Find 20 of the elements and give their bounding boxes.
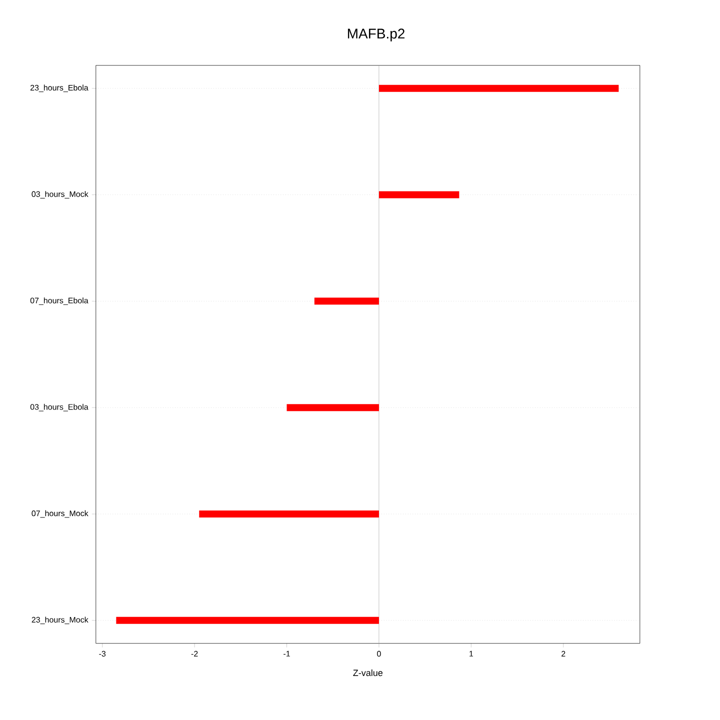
- y-tick-label: 23_hours_Mock: [32, 616, 88, 624]
- x-tick-label: 2: [562, 650, 566, 657]
- bar: [116, 616, 379, 624]
- x-tick-label: -2: [191, 650, 198, 657]
- bar: [286, 404, 379, 412]
- bar: [378, 191, 460, 198]
- x-tick-label: -1: [284, 650, 290, 656]
- x-tick-label: -3: [99, 650, 106, 657]
- y-tick-label: 23_hours_Ebola: [30, 84, 88, 92]
- y-tick-label: 07_hours_Ebola: [30, 297, 88, 305]
- x-tick-label: 0: [377, 650, 381, 657]
- y-tick-label: 03_hours_Mock: [32, 191, 88, 198]
- y-tick-label: 03_hours_Ebola: [30, 404, 88, 412]
- bar: [378, 84, 619, 92]
- x-tick-label: 1: [470, 650, 473, 656]
- bar: [314, 298, 379, 305]
- y-tick-label: 07_hours_Mock: [32, 510, 88, 518]
- bar: [199, 510, 379, 518]
- chart-title: MAFB.p2: [348, 28, 404, 42]
- x-axis-title: Z-value: [353, 669, 382, 676]
